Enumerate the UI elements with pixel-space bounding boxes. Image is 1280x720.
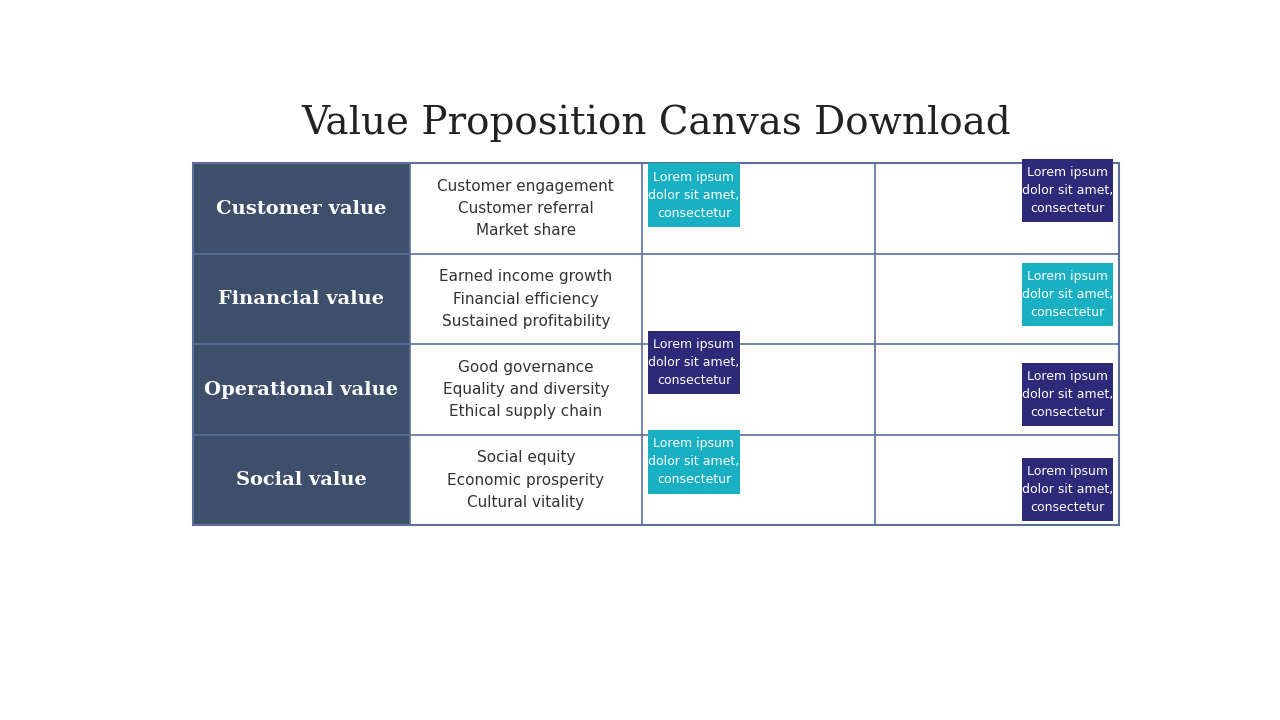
Text: Lorem ipsum
dolor sit amet,
consectetur: Lorem ipsum dolor sit amet, consectetur [1021,166,1114,215]
Bar [648,331,740,394]
Text: Customer value: Customer value [216,199,387,217]
Bar [1021,159,1114,222]
Text: Lorem ipsum
dolor sit amet,
consectetur: Lorem ipsum dolor sit amet, consectetur [649,171,740,220]
Bar [192,163,1120,526]
Text: Good governance
Equality and diversity
Ethical supply chain: Good governance Equality and diversity E… [443,360,609,419]
Bar [648,431,740,493]
Text: Lorem ipsum
dolor sit amet,
consectetur: Lorem ipsum dolor sit amet, consectetur [649,438,740,487]
Text: Value Proposition Canvas Download: Value Proposition Canvas Download [301,104,1011,142]
Bar [1021,457,1114,521]
Text: Lorem ipsum
dolor sit amet,
consectetur: Lorem ipsum dolor sit amet, consectetur [1021,464,1114,513]
Text: Earned income growth
Financial efficiency
Sustained profitability: Earned income growth Financial efficienc… [439,269,612,329]
Text: Financial value: Financial value [218,290,384,308]
Bar [1021,363,1114,426]
Text: Social value: Social value [236,471,366,489]
Text: Lorem ipsum
dolor sit amet,
consectetur: Lorem ipsum dolor sit amet, consectetur [1021,270,1114,319]
Bar [648,163,740,227]
Text: Lorem ipsum
dolor sit amet,
consectetur: Lorem ipsum dolor sit amet, consectetur [649,338,740,387]
Text: Customer engagement
Customer referral
Market share: Customer engagement Customer referral Ma… [438,179,614,238]
Bar [192,163,410,526]
Text: Lorem ipsum
dolor sit amet,
consectetur: Lorem ipsum dolor sit amet, consectetur [1021,369,1114,418]
Bar [1021,263,1114,326]
Text: Social equity
Economic prosperity
Cultural vitality: Social equity Economic prosperity Cultur… [447,451,604,510]
Text: Operational value: Operational value [204,381,398,399]
